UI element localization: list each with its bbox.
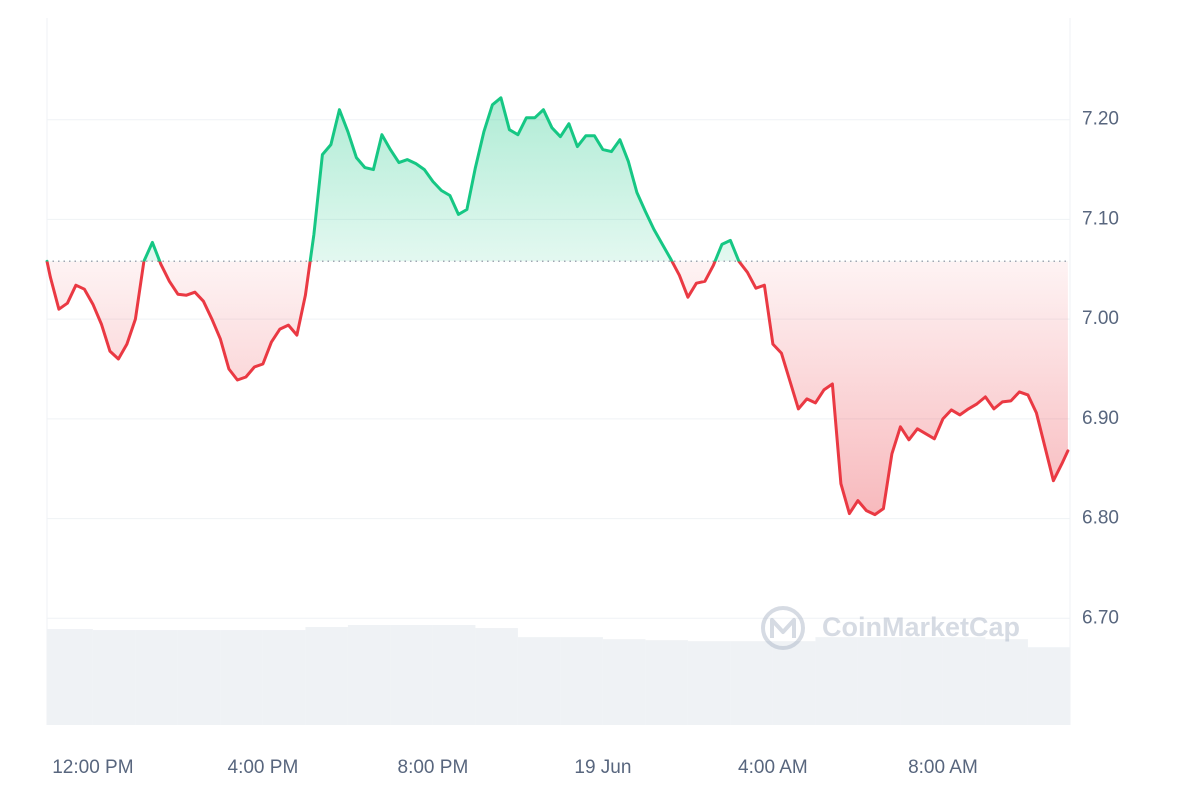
volume-bar — [47, 629, 93, 725]
volume-bar — [815, 637, 858, 725]
y-tick-label: 6.70 — [1082, 607, 1119, 628]
volume-bar — [772, 641, 816, 725]
x-tick-label: 4:00 AM — [738, 757, 808, 778]
volume-bar — [135, 630, 178, 725]
volume-bar — [857, 637, 901, 725]
volume-bar — [390, 625, 433, 725]
watermark-logo-m — [770, 618, 796, 638]
y-tick-label: 7.10 — [1082, 208, 1119, 229]
volume-bar — [305, 627, 348, 725]
volume-bar — [220, 630, 263, 725]
volume-bar — [900, 637, 943, 725]
volume-bar — [92, 630, 136, 725]
x-tick-label: 8:00 PM — [398, 757, 469, 778]
x-tick-label: 12:00 PM — [52, 757, 133, 778]
watermark-text: CoinMarketCap — [822, 612, 1020, 642]
volume-bar — [602, 639, 646, 725]
volume-bar — [730, 641, 773, 725]
volume-layer — [47, 625, 1070, 725]
price-line — [45, 96, 1070, 517]
volume-bar — [432, 625, 476, 725]
x-tick-label: 4:00 PM — [228, 757, 299, 778]
price-area — [47, 97, 1068, 515]
volume-bar — [942, 637, 986, 725]
watermark-logo — [761, 606, 805, 650]
x-tick-label: 8:00 AM — [908, 757, 978, 778]
volume-bar — [985, 639, 1028, 725]
y-tick-label: 7.20 — [1082, 109, 1119, 130]
volume-bar — [1027, 647, 1070, 725]
y-tick-label: 6.80 — [1082, 508, 1119, 529]
volume-bar — [475, 628, 518, 725]
watermark: CoinMarketCap — [761, 606, 1020, 650]
y-tick-label: 7.00 — [1082, 308, 1119, 329]
volume-bar — [347, 625, 391, 725]
volume-bar — [560, 637, 603, 725]
x-tick-label: 19 Jun — [574, 757, 631, 778]
y-tick-label: 6.90 — [1082, 408, 1119, 429]
volume-bar — [517, 637, 561, 725]
volume-bar — [645, 640, 688, 725]
label-layer: 6.70 6.80 6.90 7.00 7.10 7.20 12:00 PM 4:00 PM 8… — [52, 109, 1119, 778]
volume-bar — [687, 641, 731, 725]
plot-layer — [45, 96, 1070, 517]
volume-bar — [177, 630, 221, 725]
volume-bar — [262, 630, 306, 725]
